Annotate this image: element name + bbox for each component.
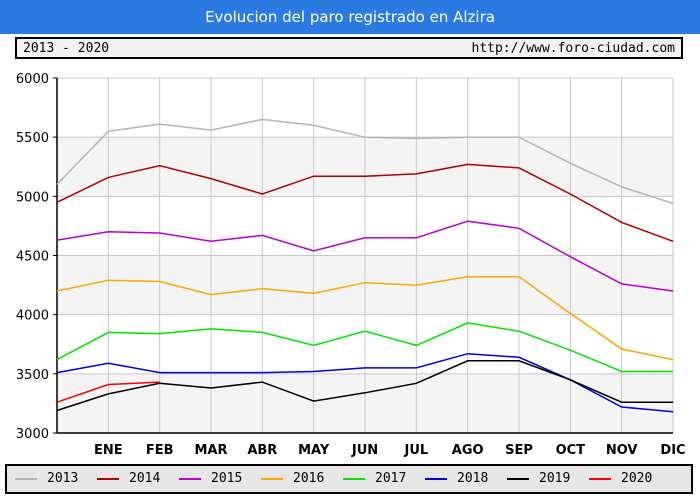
- legend-item-2016: 2016: [261, 471, 324, 486]
- legend-label: 2014: [129, 471, 161, 486]
- x-tick-label: JUN: [351, 443, 378, 458]
- date-range-label: 2013 - 2020: [23, 40, 110, 56]
- line-chart: 3000 3500 4000 4500 5000 5500 6000 ENE FEB MAR ABR…: [0, 60, 700, 460]
- legend-swatch: [15, 477, 37, 480]
- legend-item-2013: 2013: [15, 471, 78, 486]
- legend-item-2020: 2020: [589, 471, 652, 486]
- x-tick-label: SEP: [505, 443, 533, 458]
- legend-item-2014: 2014: [97, 471, 160, 486]
- y-tick-label: 3000: [16, 427, 49, 442]
- x-tick-label: AGO: [452, 443, 484, 458]
- series-line-2017: [56, 322, 673, 373]
- series-line-2019: [56, 360, 673, 412]
- x-tick-label: MAY: [298, 443, 330, 458]
- legend-label: 2018: [457, 471, 489, 486]
- x-tick-label: MAR: [194, 443, 227, 458]
- series-line-2015: [56, 220, 674, 292]
- y-tick-label: 6000: [16, 72, 49, 87]
- legend-label: 2015: [211, 471, 243, 486]
- series-line-2016: [56, 276, 674, 361]
- legend-swatch: [507, 477, 529, 480]
- legend-item-2017: 2017: [343, 471, 406, 486]
- y-tick-label: 5000: [16, 190, 49, 205]
- legend-item-2015: 2015: [179, 471, 242, 486]
- legend-swatch: [589, 477, 611, 480]
- legend-swatch: [343, 477, 365, 480]
- x-tick-label: ENE: [94, 443, 123, 458]
- x-tick-label: NOV: [606, 443, 638, 458]
- subtitle-bar: 2013 - 2020 http://www.foro-ciudad.com: [15, 37, 683, 59]
- legend-swatch: [179, 477, 201, 480]
- legend-label: 2017: [375, 471, 407, 486]
- legend: 2013 2014 2015 2016 2017 2018 2019 2020: [5, 464, 693, 494]
- legend-label: 2016: [293, 471, 325, 486]
- y-tick-label: 5500: [16, 131, 49, 146]
- legend-item-2018: 2018: [425, 471, 488, 486]
- x-tick-label: FEB: [146, 443, 174, 458]
- legend-swatch: [425, 477, 447, 480]
- x-tick-label: DIC: [660, 443, 685, 458]
- x-tick-label: OCT: [556, 443, 586, 458]
- series-line-2013: [56, 118, 674, 205]
- series-line-2020: [56, 381, 160, 403]
- source-url-label[interactable]: http://www.foro-ciudad.com: [471, 40, 676, 56]
- chart-title: Evolucion del paro registrado en Alzira: [0, 0, 700, 34]
- legend-label: 2019: [539, 471, 571, 486]
- chart-svg: 3000 3500 4000 4500 5000 5500 6000 ENE FEB MAR ABR…: [16, 72, 686, 458]
- y-tick-label: 3500: [16, 368, 49, 383]
- x-tick-label: ABR: [247, 443, 277, 458]
- series-line-2014: [56, 163, 674, 243]
- y-tick-label: 4500: [16, 250, 49, 265]
- y-tick-label: 4000: [16, 309, 49, 324]
- legend-item-2019: 2019: [507, 471, 570, 486]
- x-tick-label: JUL: [403, 443, 428, 458]
- legend-label: 2020: [621, 471, 653, 486]
- legend-label: 2013: [47, 471, 79, 486]
- legend-swatch: [261, 477, 283, 480]
- legend-swatch: [97, 477, 119, 480]
